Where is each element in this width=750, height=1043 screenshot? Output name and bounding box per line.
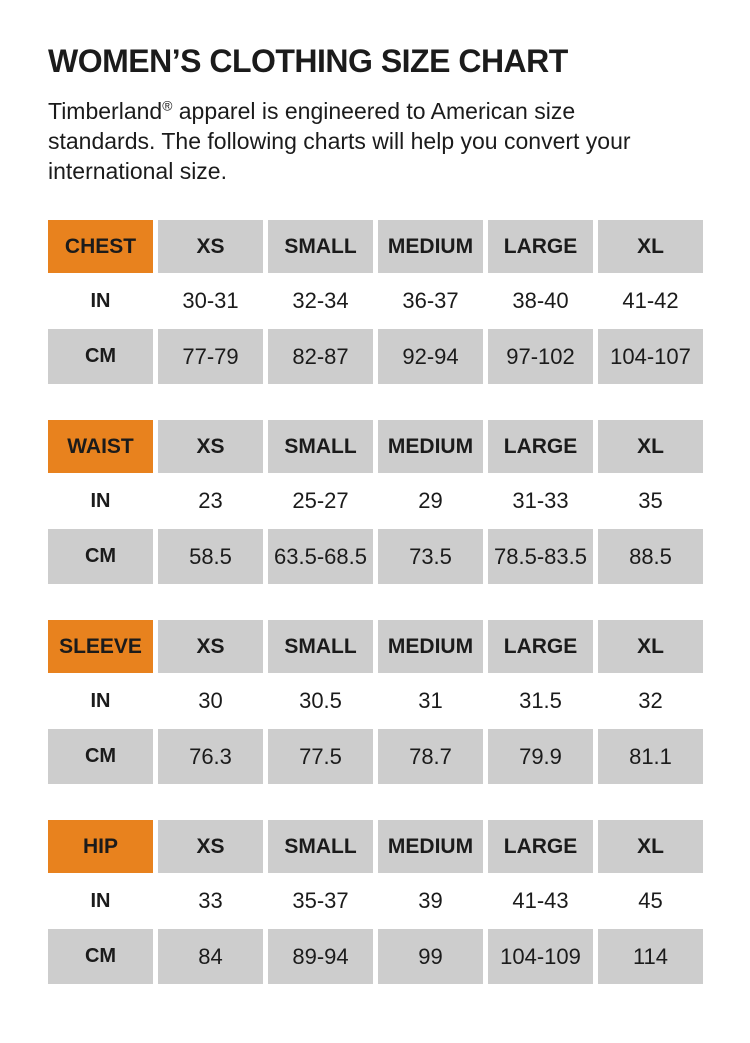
intro-line-1: Timberland® apparel is engineered to Ame… — [48, 96, 703, 126]
measurement-header-waist: WAIST — [48, 420, 153, 473]
size-header-xs: XS — [158, 620, 263, 673]
size-table-chest: CHEST XS SMALL MEDIUM LARGE XL IN 30-31 32-34 36-… — [48, 220, 703, 384]
value-chest-cm: 82-87 — [268, 329, 373, 384]
registered-trademark: ® — [162, 98, 173, 114]
value-hip-in: 45 — [638, 888, 663, 913]
size-header-xl: XL — [598, 620, 703, 673]
value-hip-in: 35-37 — [292, 888, 349, 913]
size-header-xl: XL — [598, 220, 703, 273]
measurement-header-chest: CHEST — [48, 220, 153, 273]
value-sleeve-in: 30.5 — [299, 688, 342, 713]
value-hip-in: 41-43 — [512, 888, 569, 913]
value-sleeve-cm: 77.5 — [268, 729, 373, 784]
size-header-large: LARGE — [488, 820, 593, 873]
unit-label-cm: CM — [48, 929, 153, 984]
value-hip-cm: 114 — [598, 929, 703, 984]
value-hip-in: 33 — [198, 888, 223, 913]
value-hip-in: 39 — [418, 888, 443, 913]
value-waist-in: 35 — [638, 488, 663, 513]
value-sleeve-cm: 81.1 — [598, 729, 703, 784]
size-header-xs: XS — [158, 820, 263, 873]
value-sleeve-in: 31 — [418, 688, 443, 713]
size-header-small: SMALL — [268, 620, 373, 673]
size-table-hip: HIP XS SMALL MEDIUM LARGE XL IN 33 35-37 39 41-43 4… — [48, 820, 703, 984]
brand-name: Timberland — [48, 98, 163, 124]
size-header-medium: MEDIUM — [378, 820, 483, 873]
value-sleeve-cm: 78.7 — [378, 729, 483, 784]
unit-label-in: IN — [90, 689, 111, 712]
size-header-small: SMALL — [268, 820, 373, 873]
value-chest-in: 36-37 — [402, 288, 459, 313]
value-sleeve-in: 30 — [198, 688, 223, 713]
measurement-header-hip: HIP — [48, 820, 153, 873]
value-waist-cm: 73.5 — [378, 529, 483, 584]
value-waist-cm: 58.5 — [158, 529, 263, 584]
size-header-large: LARGE — [488, 420, 593, 473]
value-chest-cm: 97-102 — [488, 329, 593, 384]
value-chest-cm: 104-107 — [598, 329, 703, 384]
size-header-medium: MEDIUM — [378, 620, 483, 673]
value-waist-cm: 63.5-68.5 — [268, 529, 373, 584]
value-sleeve-in: 31.5 — [519, 688, 562, 713]
value-waist-cm: 78.5-83.5 — [488, 529, 593, 584]
value-hip-cm: 104-109 — [488, 929, 593, 984]
value-sleeve-cm: 79.9 — [488, 729, 593, 784]
intro-line-2: standards. The following charts will hel… — [48, 128, 631, 154]
value-hip-cm: 89-94 — [268, 929, 373, 984]
size-table-sleeve: SLEEVE XS SMALL MEDIUM LARGE XL IN 30 30.5 31 31.5… — [48, 620, 703, 784]
value-waist-in: 25-27 — [292, 488, 349, 513]
value-waist-in: 31-33 — [512, 488, 569, 513]
value-waist-in: 29 — [418, 488, 443, 513]
size-header-small: SMALL — [268, 420, 373, 473]
value-chest-in: 32-34 — [292, 288, 349, 313]
size-header-large: LARGE — [488, 220, 593, 273]
intro-paragraph: Timberland® apparel is engineered to Ame… — [48, 96, 703, 186]
size-header-xs: XS — [158, 220, 263, 273]
unit-label-in: IN — [90, 489, 111, 512]
value-waist-in: 23 — [198, 488, 223, 513]
value-sleeve-cm: 76.3 — [158, 729, 263, 784]
value-waist-cm: 88.5 — [598, 529, 703, 584]
value-sleeve-in: 32 — [638, 688, 663, 713]
unit-label-in: IN — [90, 889, 111, 912]
unit-label-cm: CM — [48, 329, 153, 384]
size-chart-page: WOMEN’S CLOTHING SIZE CHART Timberland® … — [48, 43, 703, 984]
unit-label-in: IN — [90, 289, 111, 312]
value-hip-cm: 84 — [158, 929, 263, 984]
size-header-xl: XL — [598, 820, 703, 873]
size-header-medium: MEDIUM — [378, 220, 483, 273]
size-header-large: LARGE — [488, 620, 593, 673]
unit-label-cm: CM — [48, 529, 153, 584]
size-tables: CHEST XS SMALL MEDIUM LARGE XL IN 30-31 32-34 36-… — [48, 220, 703, 984]
size-table-waist: WAIST XS SMALL MEDIUM LARGE XL IN 23 25-27 29 31-3… — [48, 420, 703, 584]
intro-line-1-text: apparel is engineered to American size — [172, 98, 576, 124]
value-chest-cm: 92-94 — [378, 329, 483, 384]
value-chest-in: 30-31 — [182, 288, 239, 313]
measurement-header-sleeve: SLEEVE — [48, 620, 153, 673]
intro-line-3: international size. — [48, 158, 227, 184]
size-header-xl: XL — [598, 420, 703, 473]
unit-label-cm: CM — [48, 729, 153, 784]
size-header-medium: MEDIUM — [378, 420, 483, 473]
size-header-small: SMALL — [268, 220, 373, 273]
value-chest-cm: 77-79 — [158, 329, 263, 384]
size-header-xs: XS — [158, 420, 263, 473]
page-title: WOMEN’S CLOTHING SIZE CHART — [48, 43, 568, 79]
value-chest-in: 38-40 — [512, 288, 569, 313]
value-chest-in: 41-42 — [622, 288, 679, 313]
value-hip-cm: 99 — [378, 929, 483, 984]
